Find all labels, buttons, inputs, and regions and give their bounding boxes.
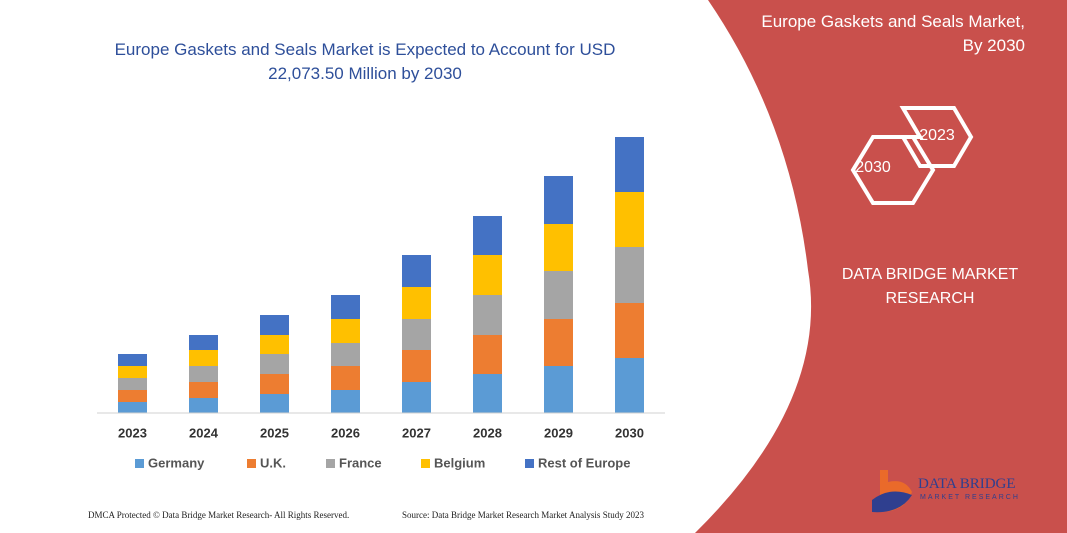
bar-segment	[402, 319, 431, 350]
legend-swatch	[525, 459, 534, 468]
bar-segment	[473, 295, 502, 335]
bar-segment	[118, 390, 147, 402]
hexagon-label: 2030	[855, 159, 891, 176]
legend-swatch	[421, 459, 430, 468]
bar-segment	[473, 216, 502, 255]
bar-segment	[118, 402, 147, 413]
bar-segment	[402, 287, 431, 319]
bar-segment	[402, 255, 431, 287]
bar-segment	[331, 343, 360, 366]
bar-segment	[331, 390, 360, 413]
bar-segment	[189, 398, 218, 413]
x-tick-label: 2024	[189, 425, 219, 440]
logo-icon	[872, 491, 912, 513]
x-tick-label: 2029	[544, 425, 573, 440]
bar-segment	[331, 295, 360, 319]
bar-segment	[189, 366, 218, 382]
bar-segment	[118, 378, 147, 390]
legend-swatch	[247, 459, 256, 468]
bar-segment	[331, 366, 360, 390]
bar-segment	[189, 382, 218, 398]
x-tick-label: 2027	[402, 425, 431, 440]
logo-name: DATA BRIDGE	[918, 476, 1016, 492]
bar-segment	[615, 192, 644, 247]
x-tick-label: 2025	[260, 425, 289, 440]
bar-segment	[544, 366, 573, 413]
bar-segment	[402, 382, 431, 413]
bar-segment	[473, 374, 502, 413]
legend-swatch	[326, 459, 335, 468]
legend-label: Germany	[148, 455, 205, 470]
footer-left: DMCA Protected © Data Bridge Market Rese…	[88, 510, 350, 520]
bar-segment	[402, 350, 431, 382]
bar-segment	[260, 315, 289, 335]
bar-segment	[189, 335, 218, 350]
bar-segment	[331, 319, 360, 343]
bar-segment	[615, 358, 644, 413]
footer-right: Source: Data Bridge Market Research Mark…	[402, 510, 644, 520]
bar-segment	[615, 137, 644, 192]
hexagon-label: 2023	[919, 127, 955, 144]
legend-label: Belgium	[434, 455, 485, 470]
bar-segment	[118, 366, 147, 378]
bar-segment	[260, 335, 289, 354]
bar-segment	[544, 176, 573, 224]
bar-segment	[544, 319, 573, 366]
legend-label: Rest of Europe	[538, 455, 630, 470]
bar-segment	[260, 394, 289, 413]
legend-label: U.K.	[260, 455, 286, 470]
bar-segment	[260, 374, 289, 394]
company-name: DATA BRIDGE MARKET RESEARCH	[841, 266, 1019, 307]
x-tick-label: 2030	[615, 425, 644, 440]
x-tick-label: 2026	[331, 425, 360, 440]
x-tick-label: 2028	[473, 425, 502, 440]
bar-segment	[473, 335, 502, 374]
panel-heading: Europe Gaskets and Seals Market, By 2030	[761, 12, 1025, 55]
bar-segment	[544, 224, 573, 271]
x-tick-label: 2023	[118, 425, 147, 440]
bar-segment	[615, 247, 644, 303]
legend-label: France	[339, 455, 382, 470]
bar-segment	[118, 354, 147, 366]
side-panel	[695, 0, 1067, 533]
logo-tagline: MARKET RESEARCH	[920, 494, 1020, 501]
bar-segment	[260, 354, 289, 374]
chart-title: Europe Gaskets and Seals Market is Expec…	[114, 40, 616, 83]
legend-swatch	[135, 459, 144, 468]
bar-segment	[544, 271, 573, 319]
bar-segment	[615, 303, 644, 358]
bar-segment	[189, 350, 218, 366]
bar-segment	[473, 255, 502, 295]
hexagon	[899, 106, 974, 168]
